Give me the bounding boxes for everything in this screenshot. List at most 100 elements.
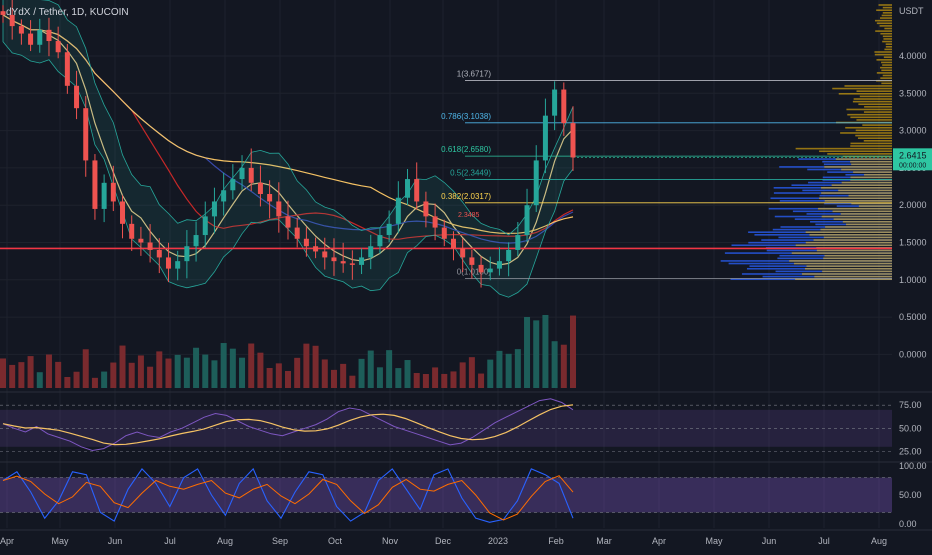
candle[interactable] (138, 238, 144, 243)
volume-profile-bar (884, 48, 892, 51)
candle[interactable] (285, 216, 291, 228)
stoch-rsi-pane[interactable]: 100.00 50.00 0.00 (0, 461, 932, 529)
candle[interactable] (395, 197, 401, 224)
candle[interactable] (165, 257, 171, 269)
candle[interactable] (257, 182, 263, 194)
candle[interactable] (515, 235, 521, 250)
candle[interactable] (349, 263, 355, 265)
candle[interactable] (239, 167, 245, 180)
candle[interactable] (506, 249, 512, 262)
volume-bar (119, 345, 126, 388)
candle[interactable] (478, 264, 484, 273)
volume-profile-bar (881, 82, 892, 85)
price-tick-0: 4.0000 (899, 51, 927, 61)
candle[interactable] (552, 89, 558, 116)
candle[interactable] (92, 160, 98, 209)
candle[interactable] (202, 216, 208, 236)
candle[interactable] (368, 246, 374, 258)
candle[interactable] (147, 242, 153, 250)
candle[interactable] (313, 246, 319, 252)
volume-profile-bar (876, 9, 892, 12)
candle[interactable] (156, 249, 162, 258)
candle[interactable] (267, 194, 273, 202)
candle[interactable] (487, 268, 493, 273)
axes: Apr May Jun Jul Aug Sep Oct Nov Dec 2023 Feb Mar Apr… (0, 51, 932, 546)
candle[interactable] (533, 160, 539, 206)
volume-profile-bar (880, 77, 892, 79)
volume-profile-bar (844, 85, 892, 87)
candle[interactable] (386, 223, 392, 236)
candles[interactable] (0, 0, 576, 288)
candle[interactable] (120, 201, 126, 224)
candle[interactable] (294, 227, 300, 239)
month-label-6: Oct (328, 536, 343, 546)
volume-bar (367, 350, 374, 388)
candle[interactable] (359, 257, 365, 265)
candle[interactable] (303, 238, 309, 247)
volume-bar (340, 363, 347, 388)
volume-bar (496, 350, 503, 388)
candle[interactable] (542, 115, 548, 161)
volume-bar (55, 361, 62, 388)
candle[interactable] (423, 201, 429, 217)
candle[interactable] (450, 238, 456, 249)
month-label-1: May (51, 536, 69, 546)
candle[interactable] (74, 85, 80, 109)
last-price-badge: 2.6415 00:00:00 (893, 148, 932, 171)
volume-profile-bar (882, 35, 892, 38)
candle[interactable] (175, 261, 181, 269)
candle[interactable] (110, 182, 116, 202)
volume-profile-bar (864, 106, 892, 108)
candle[interactable] (211, 201, 217, 217)
rsi-line (2, 398, 574, 452)
rsi-pane[interactable]: 75.00 50.00 25.00 (0, 391, 932, 456)
candle[interactable] (322, 251, 328, 258)
month-label-3: Jul (164, 536, 176, 546)
candle[interactable] (524, 205, 530, 236)
candle[interactable] (248, 167, 254, 183)
volume-profile-bar (856, 90, 892, 92)
candle[interactable] (18, 26, 24, 34)
month-label-4: Aug (217, 536, 233, 546)
candle[interactable] (37, 29, 43, 45)
candle[interactable] (496, 261, 502, 269)
price-tick-4: 2.0000 (899, 200, 927, 210)
candle[interactable] (570, 123, 576, 158)
candle[interactable] (101, 182, 107, 209)
candle[interactable] (441, 227, 447, 239)
candle[interactable] (28, 33, 34, 45)
volume-profile-bar (875, 30, 892, 32)
candle[interactable] (414, 179, 420, 202)
candle[interactable] (432, 216, 438, 228)
chart-title: dYdX / Tether, 1D, KUCOIN (6, 7, 129, 18)
candle[interactable] (83, 108, 89, 161)
candle[interactable] (0, 11, 6, 15)
candle[interactable] (469, 257, 475, 265)
volume-profile-bar (880, 17, 892, 19)
volume-bar (128, 362, 135, 388)
volume-profile-bar (850, 116, 892, 119)
candle[interactable] (55, 41, 61, 53)
volume-profile (720, 4, 892, 281)
candle[interactable] (193, 235, 199, 247)
candle[interactable] (184, 246, 190, 262)
candle[interactable] (377, 235, 383, 247)
candle[interactable] (129, 223, 135, 239)
candle[interactable] (340, 261, 346, 264)
candle[interactable] (276, 201, 282, 217)
candle[interactable] (221, 190, 227, 202)
last-price-label: 2.6415 (899, 150, 927, 160)
candle[interactable] (64, 52, 70, 86)
candle[interactable] (46, 29, 52, 42)
volume-profile-bar (838, 92, 892, 95)
month-label-0: Apr (0, 536, 14, 546)
volume-bar (450, 371, 457, 388)
candle[interactable] (9, 14, 15, 27)
candle[interactable] (561, 89, 567, 124)
candle[interactable] (331, 257, 337, 262)
candle[interactable] (460, 248, 466, 258)
candle[interactable] (230, 179, 236, 191)
candle[interactable] (405, 179, 411, 198)
volume-bar (137, 355, 144, 388)
